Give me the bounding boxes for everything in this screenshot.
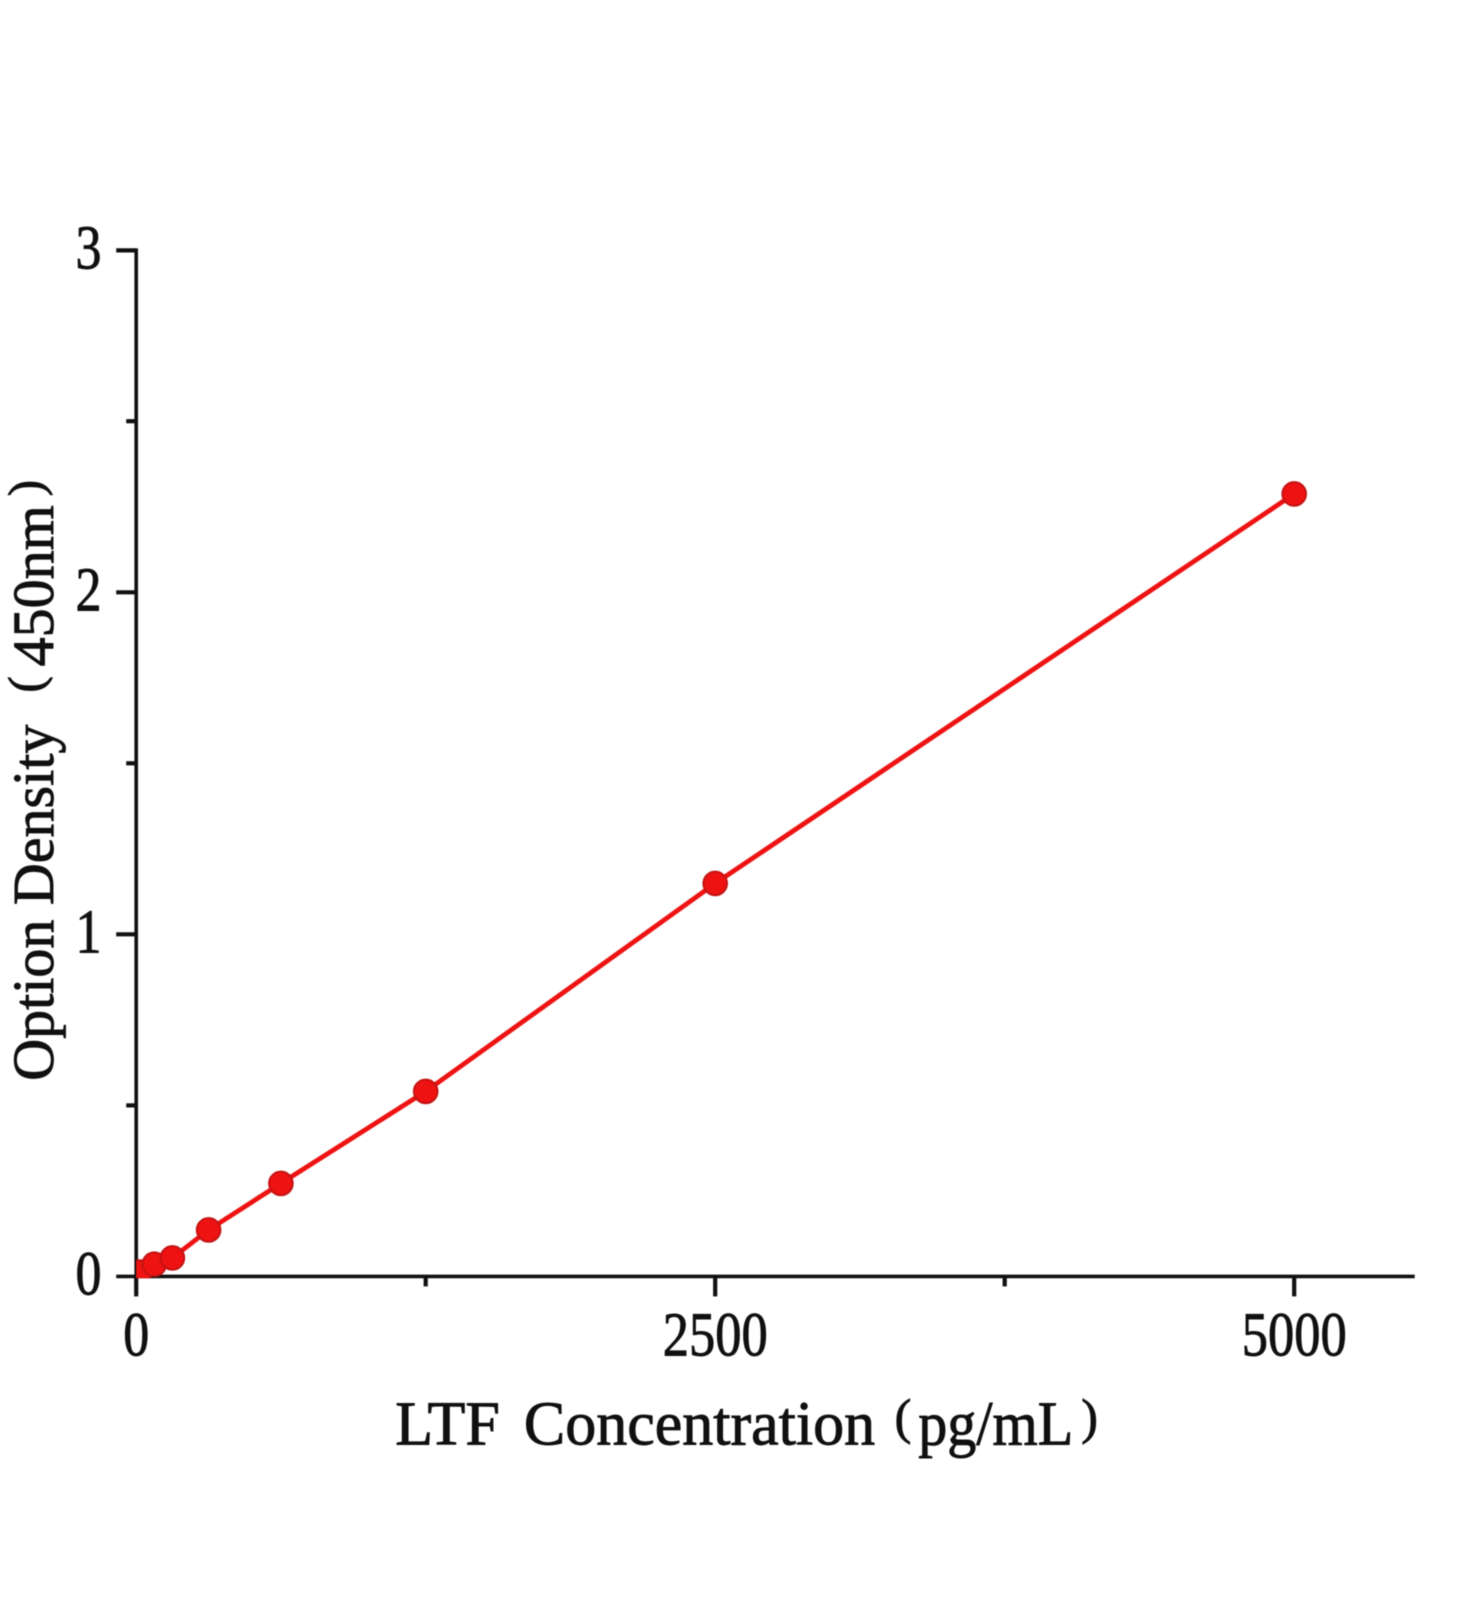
svg-text:0: 0 xyxy=(76,1241,102,1309)
svg-text:2: 2 xyxy=(76,557,102,625)
svg-text:Option Density(450nm): Option Density(450nm) xyxy=(0,480,66,1081)
svg-text:3: 3 xyxy=(76,214,102,282)
svg-text:0: 0 xyxy=(123,1302,149,1370)
svg-text:1: 1 xyxy=(76,899,102,967)
svg-text:5000: 5000 xyxy=(1242,1302,1347,1370)
svg-text:2500: 2500 xyxy=(663,1302,768,1370)
